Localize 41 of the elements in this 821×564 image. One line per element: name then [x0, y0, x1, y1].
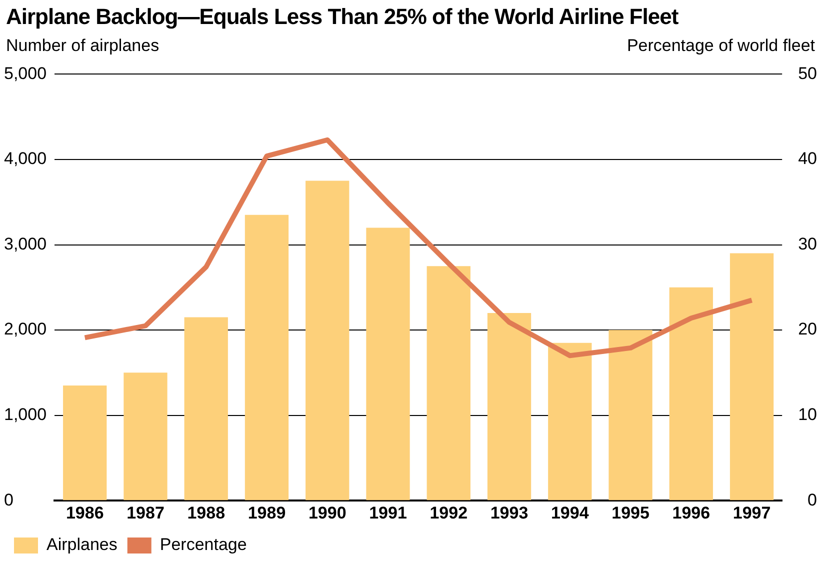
y2-tick-label: 0	[808, 490, 817, 510]
x-tick-label: 1989	[248, 503, 286, 522]
bar	[548, 342, 592, 500]
y-tick-label: 5,000	[4, 64, 47, 83]
legend-label: Percentage	[160, 535, 247, 554]
legend-label: Airplanes	[46, 535, 118, 554]
y-tick-label: 3,000	[4, 234, 47, 254]
bar	[244, 214, 289, 500]
y-tick-label: 2,000	[4, 320, 47, 339]
x-tick-label: 1996	[672, 503, 710, 522]
y-axis-title: Number of airplanes	[6, 36, 160, 56]
bar	[669, 287, 713, 500]
y-tick-label: 0	[4, 490, 14, 510]
bar	[306, 180, 350, 500]
bar	[184, 317, 228, 500]
bar	[487, 312, 532, 500]
x-tick-label: 1994	[550, 503, 590, 522]
y2-tick-label: 40	[798, 149, 817, 168]
x-tick-label: 1988	[187, 503, 226, 522]
bar	[426, 266, 470, 500]
y-tick-label: 1,000	[4, 405, 47, 424]
y-tick-label: 4,000	[4, 149, 47, 168]
x-tick-label: 1993	[490, 503, 528, 522]
y2-tick-label: 20	[798, 320, 817, 339]
x-tick-label: 1990	[308, 503, 346, 522]
y2-axis-title: Percentage of world fleet	[626, 36, 815, 56]
y2-tick-label: 50	[798, 64, 817, 83]
x-tick-label: 1995	[612, 503, 650, 522]
chart-title: Airplane Backlog—Equals Less Than 25% of the World Airline Fleet	[6, 4, 678, 30]
bar	[730, 253, 774, 500]
x-tick-label: 1987	[126, 503, 164, 522]
bar	[608, 330, 652, 500]
x-tick-label: 1991	[369, 503, 407, 522]
y2-tick-label: 10	[798, 405, 817, 424]
bar	[124, 372, 168, 500]
x-tick-label: 1986	[66, 503, 104, 522]
x-tick-label: 1997	[732, 503, 771, 522]
bar	[63, 385, 107, 500]
x-tick-label: 1992	[430, 503, 468, 522]
y2-tick-label: 30	[798, 234, 817, 254]
bar	[366, 228, 410, 500]
